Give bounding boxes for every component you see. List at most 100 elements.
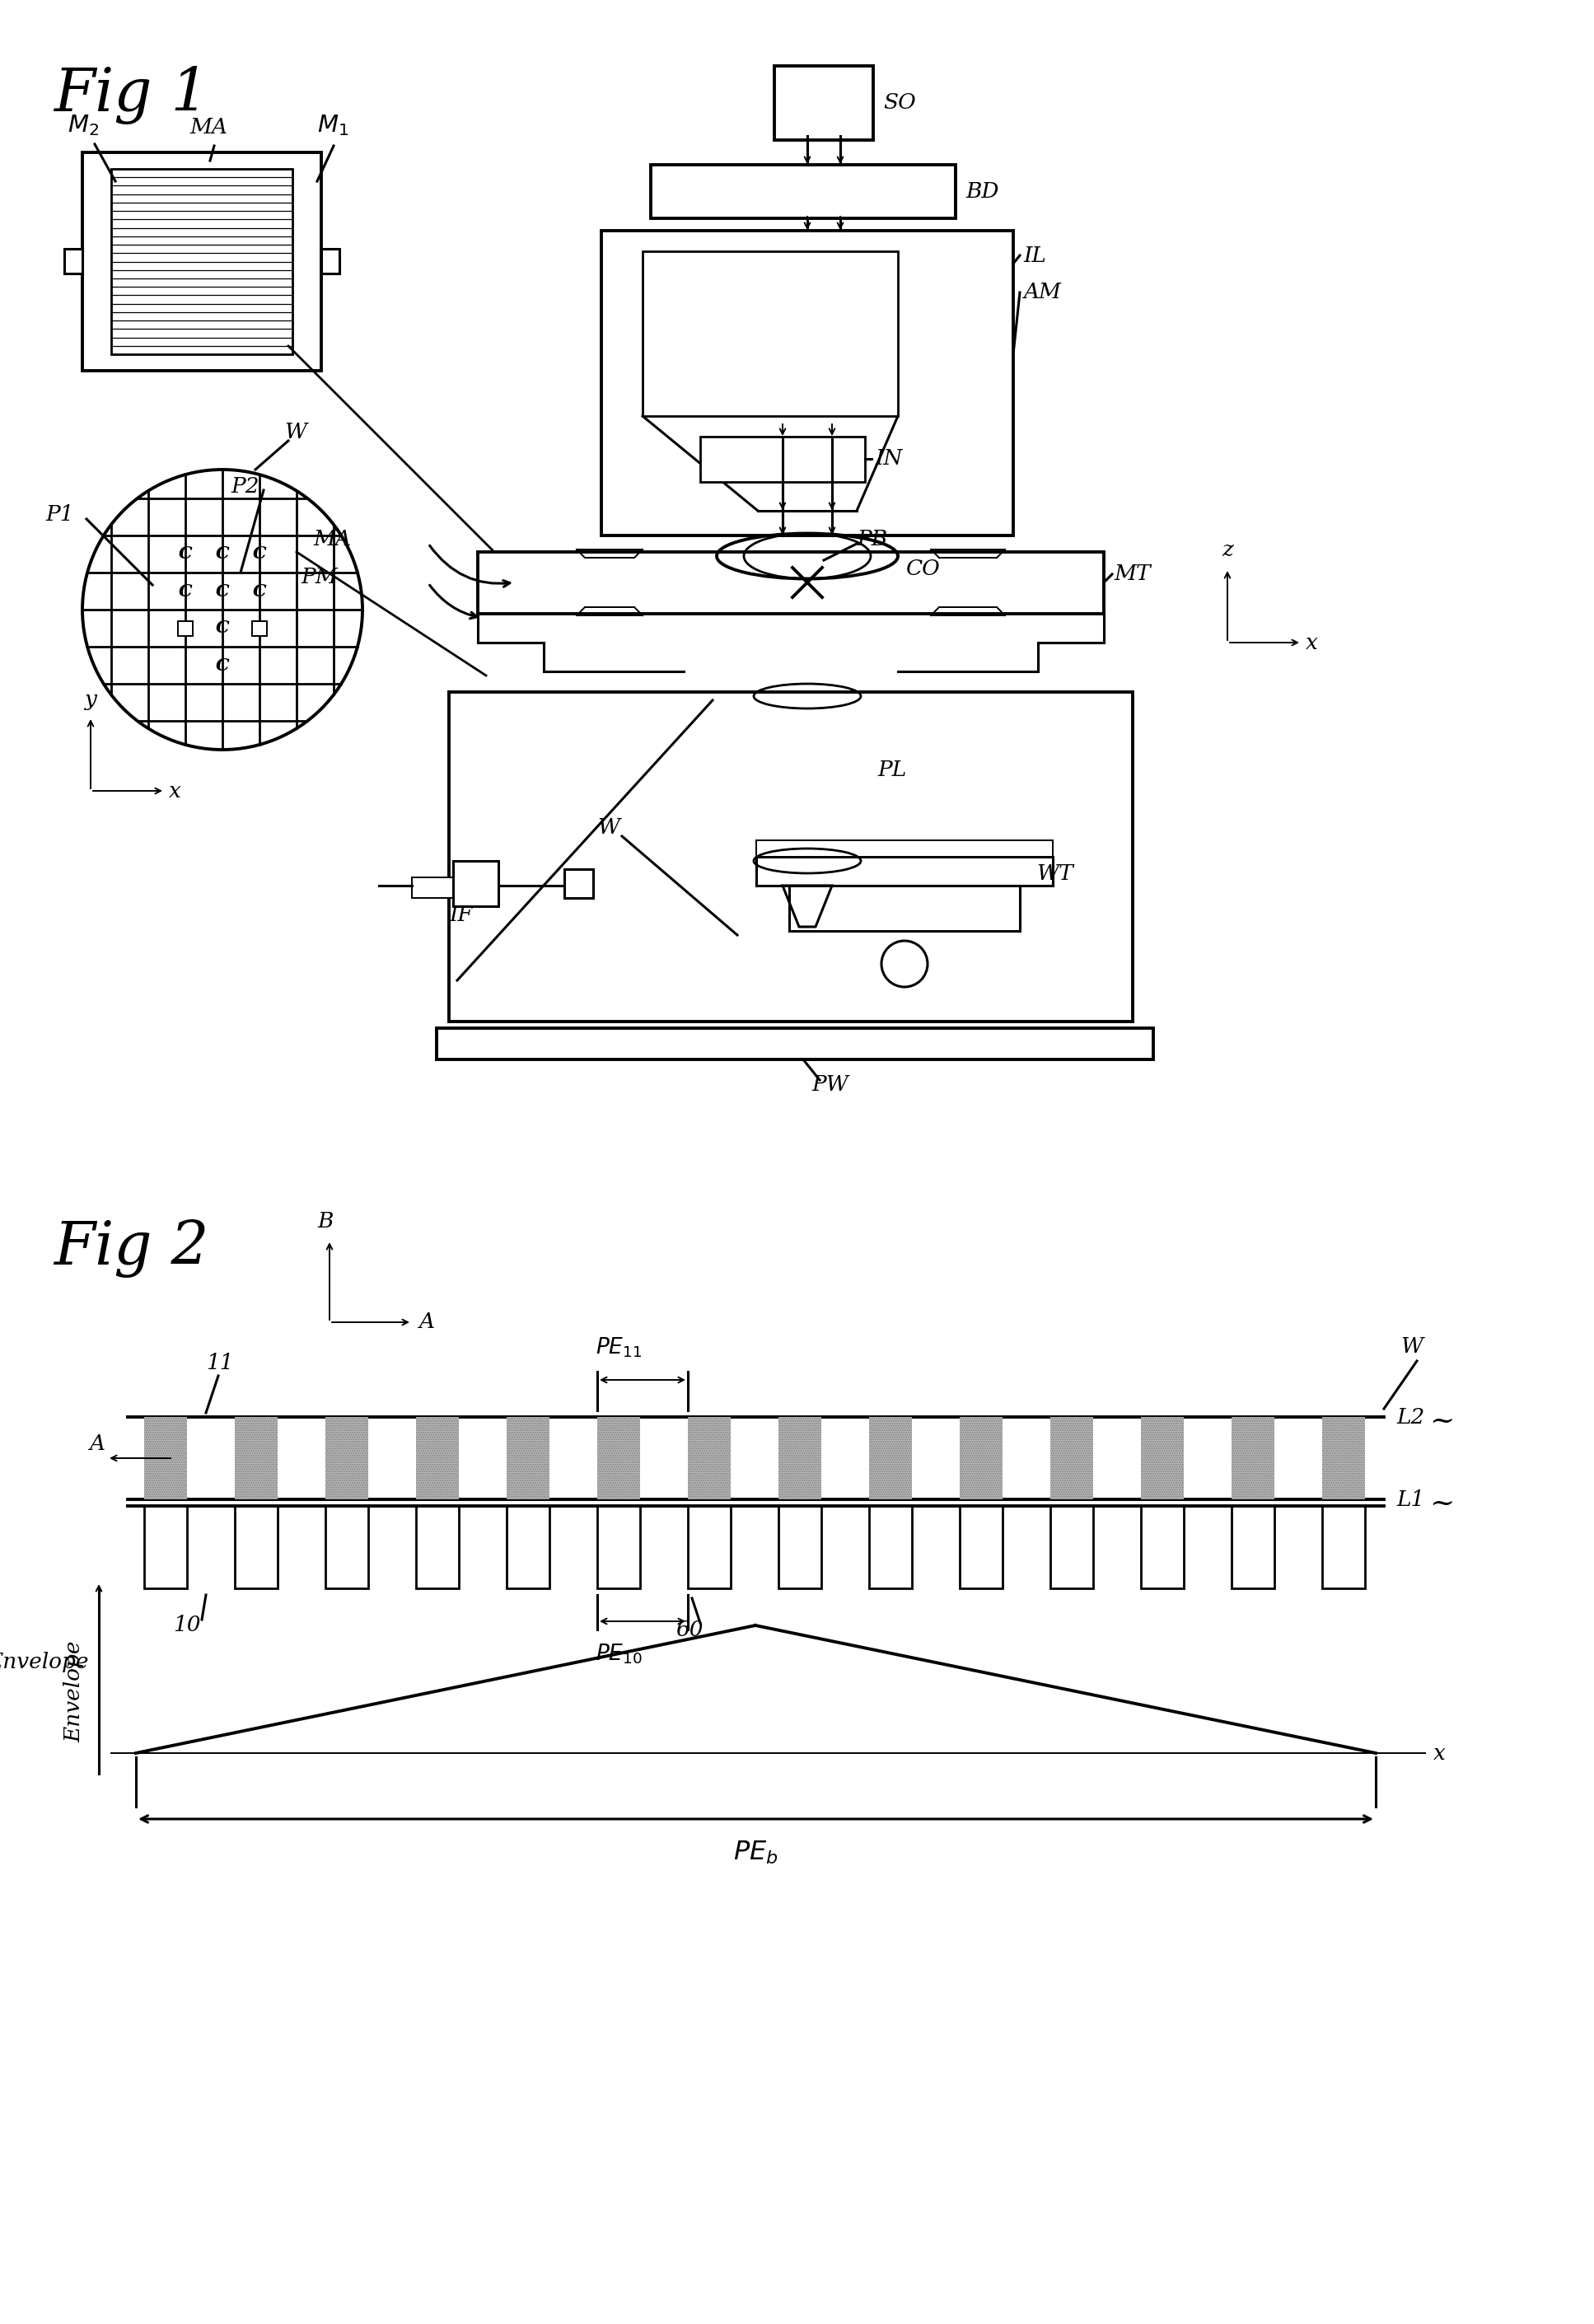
Text: y: y <box>84 690 97 711</box>
Text: IF: IF <box>450 904 472 925</box>
Text: 10: 10 <box>174 1615 201 1636</box>
Text: A: A <box>419 1313 434 1332</box>
Bar <box>598 1418 641 1499</box>
Bar <box>322 249 340 274</box>
Bar <box>450 693 1133 1023</box>
Text: 11: 11 <box>206 1353 234 1373</box>
Text: Fig 1: Fig 1 <box>54 65 209 125</box>
Bar <box>179 621 193 634</box>
Bar <box>689 1506 730 1587</box>
Text: WT: WT <box>1036 862 1073 883</box>
Text: C: C <box>179 583 193 600</box>
Bar <box>507 1418 550 1499</box>
Text: $PE_{10}$: $PE_{10}$ <box>595 1641 642 1666</box>
Text: W: W <box>1401 1336 1423 1357</box>
Bar <box>143 1506 186 1587</box>
Text: $PE_b$: $PE_b$ <box>733 1841 778 1866</box>
Bar <box>234 1506 277 1587</box>
Bar <box>437 1027 1154 1060</box>
Text: A: A <box>89 1434 105 1455</box>
Bar <box>642 251 897 416</box>
Text: ~: ~ <box>1430 1490 1454 1518</box>
Text: $PE_{11}$: $PE_{11}$ <box>596 1336 642 1360</box>
Text: MA: MA <box>190 116 228 137</box>
Text: Envelope: Envelope <box>64 1641 84 1743</box>
Text: B: B <box>317 1211 333 1232</box>
Bar <box>789 885 1020 932</box>
Text: PW: PW <box>811 1074 848 1095</box>
Bar <box>1232 1506 1274 1587</box>
Text: PB: PB <box>856 530 888 551</box>
Text: BD: BD <box>966 181 999 202</box>
Bar <box>507 1506 550 1587</box>
Text: W: W <box>284 423 306 444</box>
Text: AM: AM <box>1023 281 1062 302</box>
Text: ~: ~ <box>1430 1406 1454 1436</box>
Text: C: C <box>215 546 230 562</box>
Bar <box>325 1506 368 1587</box>
Text: Fig 2: Fig 2 <box>54 1220 209 1278</box>
Text: P1: P1 <box>46 504 75 525</box>
Text: P2: P2 <box>231 476 260 497</box>
Bar <box>700 437 866 481</box>
Bar <box>756 841 1052 858</box>
Bar <box>1321 1418 1364 1499</box>
Text: PM: PM <box>301 567 338 588</box>
Bar <box>1232 1418 1274 1499</box>
Text: CO: CO <box>905 558 940 579</box>
Text: C: C <box>215 583 230 600</box>
Bar <box>869 1506 912 1587</box>
Text: z: z <box>1221 539 1234 560</box>
Text: $M_1$: $M_1$ <box>317 114 349 137</box>
Text: L2: L2 <box>1396 1406 1425 1427</box>
Bar <box>1141 1506 1184 1587</box>
Bar <box>778 1506 821 1587</box>
Bar <box>478 553 1105 614</box>
Bar <box>564 869 593 897</box>
Bar <box>1050 1418 1093 1499</box>
Text: 60: 60 <box>676 1620 703 1641</box>
Bar <box>775 65 874 139</box>
Text: PL: PL <box>877 760 907 781</box>
Bar <box>689 1418 730 1499</box>
Bar <box>869 1418 912 1499</box>
Text: C: C <box>252 583 266 600</box>
Text: $M_2$: $M_2$ <box>67 114 99 137</box>
Text: x: x <box>169 781 182 802</box>
Bar <box>1321 1506 1364 1587</box>
Bar <box>756 858 1052 885</box>
Text: IN: IN <box>875 449 902 469</box>
Bar <box>411 878 453 897</box>
Text: C: C <box>215 658 230 674</box>
Text: SO: SO <box>883 93 917 114</box>
Text: x: x <box>1305 632 1318 653</box>
Bar <box>416 1418 459 1499</box>
Text: C: C <box>179 546 193 562</box>
Bar <box>143 1418 186 1499</box>
Text: IL: IL <box>1023 244 1046 265</box>
Text: L1: L1 <box>1396 1490 1425 1511</box>
Bar <box>601 230 1014 535</box>
Text: Envelope: Envelope <box>0 1652 89 1673</box>
Bar <box>83 153 322 372</box>
Bar <box>64 249 83 274</box>
Text: MA: MA <box>312 530 351 551</box>
Bar <box>1141 1418 1184 1499</box>
Bar <box>598 1506 641 1587</box>
Bar <box>325 1418 368 1499</box>
Bar <box>960 1418 1003 1499</box>
Bar <box>416 1506 459 1587</box>
Text: x: x <box>1433 1743 1446 1764</box>
Bar <box>960 1506 1003 1587</box>
Bar <box>1050 1506 1093 1587</box>
Text: C: C <box>252 546 266 562</box>
Bar <box>778 1418 821 1499</box>
Bar <box>650 165 955 218</box>
Bar <box>112 170 292 353</box>
Text: C: C <box>215 621 230 637</box>
Bar <box>234 1418 277 1499</box>
Bar <box>252 621 266 634</box>
Text: MT: MT <box>1114 565 1151 586</box>
Bar <box>453 860 499 906</box>
Text: W: W <box>598 818 620 839</box>
